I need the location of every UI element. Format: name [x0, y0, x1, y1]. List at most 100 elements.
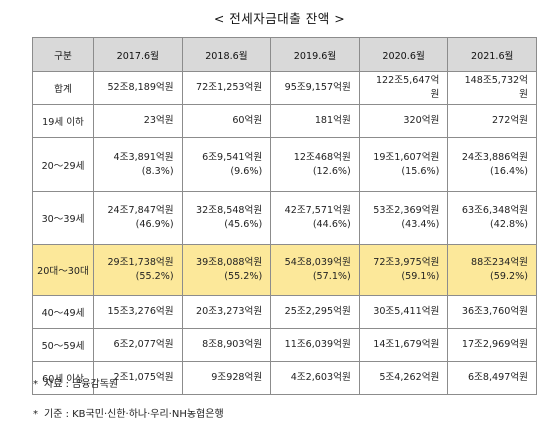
cell-amount: 54조8,039억원	[284, 257, 351, 268]
row-label: 40～49세	[32, 295, 94, 329]
cell-amount: 11조6,039억원	[284, 339, 351, 350]
cell-amount: 53조2,369억원	[373, 205, 440, 216]
cell-amount: 52조8,189억원	[107, 82, 174, 93]
table-cell: 72조1,253억원	[181, 71, 272, 105]
header-2021: 2021.6월	[447, 37, 537, 72]
table-cell: 24조7,847억원 (46.9%)	[93, 191, 183, 245]
cell-amount: 6조8,497억원	[467, 372, 528, 383]
table-cell: 12조468억원 (12.6%)	[270, 137, 360, 192]
note-source: * 자료 : 금융감독원	[33, 375, 118, 390]
table-cell: 24조3,886억원 (16.4%)	[447, 137, 537, 192]
cell-amount: 122조5,647억원	[375, 75, 440, 100]
table-cell: 9조928억원	[181, 361, 272, 395]
cell-percent: (55.2%)	[135, 271, 174, 282]
table-cell: 15조3,276억원	[93, 295, 183, 329]
table-row-50s: 50～59세 6조2,077억원 8조8,903억원 11조6,039억원 14…	[32, 328, 537, 362]
cell-amount: 8조8,903억원	[202, 339, 263, 350]
table-cell: 63조6,348억원 (42.8%)	[447, 191, 537, 245]
table-cell: 54조8,039억원 (57.1%)	[270, 244, 360, 296]
cell-amount: 24조3,886억원	[461, 151, 528, 163]
cell-amount: 17조2,969억원	[461, 339, 528, 350]
table-cell: 148조5,732억원	[447, 71, 537, 105]
table-row-total: 합계 52조8,189억원 72조1,253억원 95조9,157억원 122조…	[32, 71, 537, 105]
table-cell: 36조3,760억원	[447, 295, 537, 329]
table-row-20s-30s-highlight: 20대～30대 29조1,738억원 (55.2%) 39조8,088억원 (55.…	[32, 244, 537, 296]
cell-percent: (55.2%)	[224, 271, 263, 282]
cell-percent: (8.3%)	[141, 165, 174, 177]
table-cell: 60억원	[181, 104, 272, 138]
cell-amount: 15조3,276억원	[107, 306, 174, 317]
cell-percent: (45.6%)	[224, 219, 263, 230]
table-cell: 122조5,647억원	[358, 71, 449, 105]
table-cell: 25조2,295억원	[270, 295, 360, 329]
table-cell: 53조2,369억원 (43.4%)	[358, 191, 449, 245]
row-label: 50～59세	[32, 328, 94, 362]
table-cell: 4조2,603억원	[270, 361, 360, 395]
header-row: 구분 2017.6월 2018.6월 2019.6월 2020.6월 2021.…	[32, 37, 537, 72]
cell-amount: 60억원	[232, 115, 263, 126]
cell-amount: 272억원	[492, 115, 528, 126]
header-2019: 2019.6월	[270, 37, 360, 72]
table-row-40s: 40～49세 15조3,276억원 20조3,273억원 25조2,295억원 …	[32, 295, 537, 329]
cell-amount: 4조3,891억원	[113, 151, 174, 163]
cell-amount: 23억원	[143, 115, 174, 126]
table-cell: 6조9,541억원 (9.6%)	[181, 137, 272, 192]
table-cell: 6조8,497억원	[447, 361, 537, 395]
table-cell: 30조5,411억원	[358, 295, 449, 329]
header-2017: 2017.6월	[93, 37, 183, 72]
cell-amount: 72조3,975억원	[373, 257, 440, 268]
table-cell: 32조8,548억원 (45.6%)	[181, 191, 272, 245]
cell-amount: 148조5,732억원	[464, 75, 528, 100]
table-row-20s: 20～29세 4조3,891억원 (8.3%) 6조9,541억원 (9.6%) 1…	[32, 137, 537, 192]
cell-percent: (57.1%)	[312, 271, 351, 282]
table-cell: 272억원	[447, 104, 537, 138]
cell-percent: (9.6%)	[230, 165, 263, 177]
table-cell: 19조1,607억원 (15.6%)	[358, 137, 449, 192]
table-cell: 11조6,039억원	[270, 328, 360, 362]
table-cell: 14조1,679억원	[358, 328, 449, 362]
table-cell: 52조8,189억원	[93, 71, 183, 105]
cell-percent: (12.6%)	[312, 165, 351, 177]
cell-amount: 5조4,262억원	[379, 372, 440, 383]
table-cell: 320억원	[358, 104, 449, 138]
row-label: 60세 이상	[32, 361, 94, 395]
cell-amount: 63조6,348억원	[461, 205, 528, 216]
cell-amount: 29조1,738억원	[107, 257, 174, 268]
table-cell: 39조8,088억원 (55.2%)	[181, 244, 272, 296]
cell-amount: 19조1,607억원	[373, 151, 440, 163]
cell-amount: 24조7,847억원	[107, 205, 174, 216]
table-cell: 5조4,262억원	[358, 361, 449, 395]
table-cell: 42조7,571억원 (44.6%)	[270, 191, 360, 245]
note-bullet: *	[33, 379, 38, 390]
cell-percent: (42.8%)	[490, 219, 528, 230]
row-label: 20대～30대	[32, 244, 94, 296]
cell-amount: 32조8,548억원	[196, 205, 263, 216]
table-cell: 88조234억원 (59.2%)	[447, 244, 537, 296]
table-row-30s: 30～39세 24조7,847억원 (46.9%) 32조8,548억원 (45.6…	[32, 191, 537, 245]
header-2020: 2020.6월	[358, 37, 449, 72]
cell-amount: 12조468억원	[293, 151, 351, 163]
cell-amount: 14조1,679억원	[373, 339, 440, 350]
table-cell: 4조3,891억원 (8.3%)	[93, 137, 183, 192]
cell-percent: (46.9%)	[135, 219, 174, 230]
table-cell: 8조8,903억원	[181, 328, 272, 362]
table-cell: 95조9,157억원	[270, 71, 360, 105]
cell-amount: 95조9,157억원	[284, 82, 351, 93]
cell-percent: (15.6%)	[401, 165, 440, 177]
header-category: 구분	[32, 37, 94, 72]
cell-amount: 39조8,088억원	[196, 257, 263, 268]
note-text: 자료 : 금융감독원	[44, 379, 119, 390]
table-row-60-plus: 60세 이상 2조1,075억원 9조928억원 4조2,603억원 5조4,2…	[32, 361, 537, 395]
cell-amount: 6조9,541억원	[202, 151, 263, 163]
note-text: 기준 : KB국민·신한·하나·우리·NH농협은행	[44, 409, 224, 420]
table-title: < 전세자금대출 잔액 >	[213, 11, 346, 26]
cell-amount: 4조2,603억원	[290, 372, 351, 383]
cell-amount: 2조1,075억원	[113, 372, 174, 383]
cell-amount: 25조2,295억원	[284, 306, 351, 317]
row-label: 19세 이하	[32, 104, 94, 138]
cell-percent: (43.4%)	[401, 219, 440, 230]
table-cell: 29조1,738억원 (55.2%)	[93, 244, 183, 296]
row-label: 합계	[32, 71, 94, 105]
cell-amount: 30조5,411억원	[373, 306, 440, 317]
note-bullet: *	[33, 409, 38, 420]
